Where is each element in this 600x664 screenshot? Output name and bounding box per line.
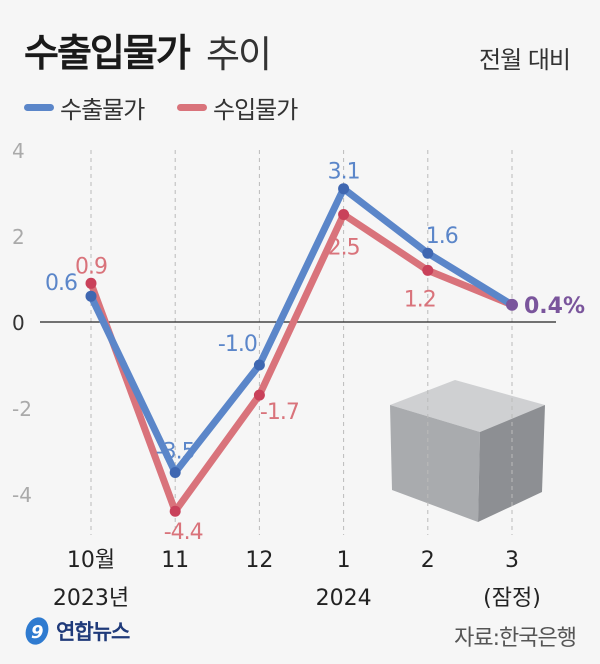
x-tick-label: 12 [245,548,273,573]
y-tick-label: 2 [12,225,25,249]
svg-text:9: 9 [31,622,43,643]
chart-title-suffix: 추이 [206,33,272,76]
x-tick-label: 11 [161,548,189,573]
legend-label-import: 수입물가 [213,96,298,124]
x-tick-sublabel: 2024 [316,586,372,611]
final-value-label: 0.4% [524,294,585,319]
x-tick-label: 3 [505,548,519,573]
data-label: 0.9 [75,254,107,279]
yonhap-logo-icon: 9 [25,617,49,645]
y-tick-label: -4 [12,483,32,507]
data-label: 3.1 [328,160,360,185]
legend-swatch-import [177,104,207,111]
yonhap-logo-text: 연합뉴스 [56,620,130,644]
data-label: 1.2 [404,287,436,312]
data-point [338,183,350,195]
data-point [338,209,350,220]
x-tick-label: 10월 [67,548,115,573]
data-point [169,505,181,517]
data-point [422,264,434,276]
chart-title: 수출입물가 [24,31,191,75]
data-point [85,277,97,289]
yonhap-logo: 9 연합뉴스 [22,616,130,646]
y-tick-label: 0 [12,311,25,335]
legend-export: 수출물가 [24,90,145,125]
data-label: 1.6 [426,224,458,249]
data-point [169,467,181,478]
y-tick-label: 4 [12,139,25,163]
data-point [253,359,265,371]
x-tick-sublabel: (잠정) [483,586,541,611]
x-tick-label: 2 [421,548,435,573]
legend-swatch-export [24,104,54,111]
series-line-import [87,211,514,515]
legend-import: 수입물가 [177,90,298,125]
shipping-container-illustration [390,380,545,522]
y-tick-label: -2 [12,397,32,421]
series-line-export [87,185,514,476]
source-note: 자료:한국은행 [454,626,577,651]
data-label: -1.0 [218,332,257,357]
final-point [506,298,518,311]
data-label: -3.5 [156,440,195,465]
data-point [85,290,97,302]
data-label: -1.7 [260,400,299,425]
legend-label-export: 수출물가 [60,96,145,124]
basis-note: 전월 대비 [479,46,571,74]
data-label: -4.4 [164,520,203,545]
data-label: 2.5 [328,236,360,261]
x-tick-sublabel: 2023년 [53,586,129,611]
data-point [253,389,265,401]
data-point [422,247,434,259]
x-tick-label: 1 [337,548,351,573]
data-label: 0.6 [45,271,77,296]
